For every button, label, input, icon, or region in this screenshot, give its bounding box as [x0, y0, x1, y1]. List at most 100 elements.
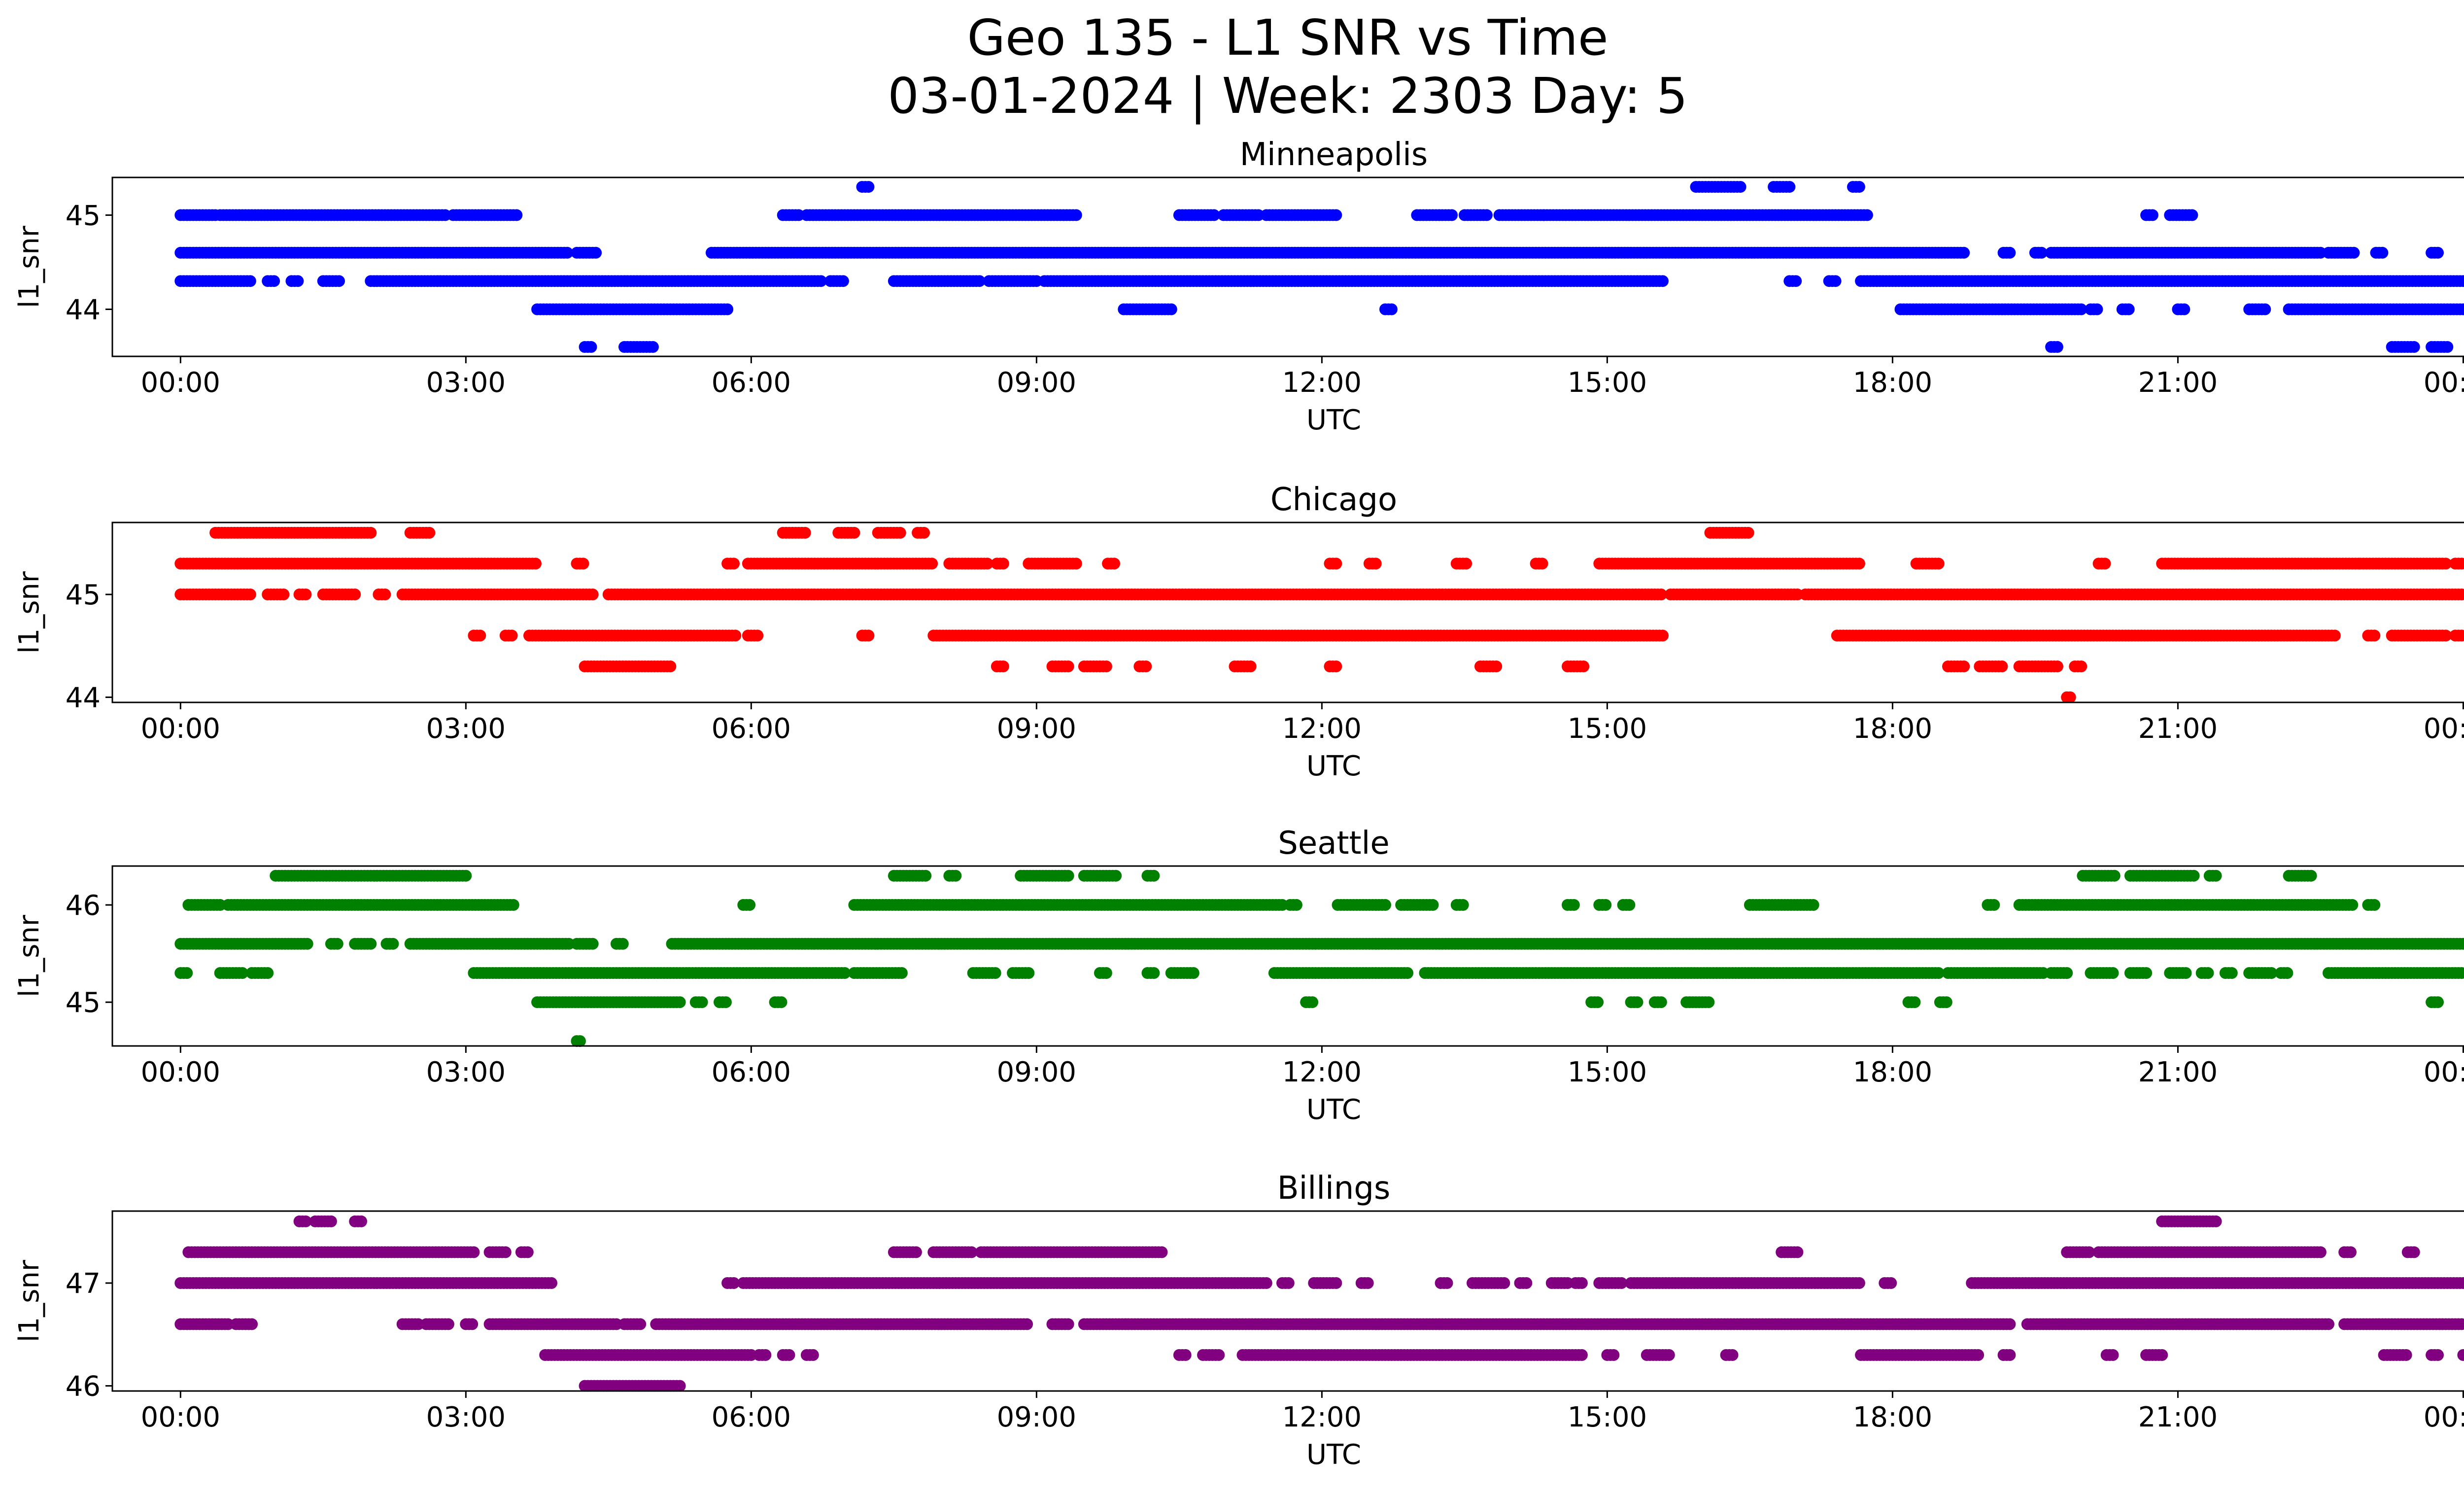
data-point — [1853, 181, 1865, 193]
data-point — [1853, 557, 1865, 570]
data-point — [1958, 661, 1970, 672]
data-point — [1577, 661, 1590, 672]
data-point — [365, 938, 377, 950]
data-point — [1062, 661, 1074, 672]
data-point — [586, 938, 599, 950]
data-point — [1070, 209, 1082, 221]
data-point — [2305, 869, 2317, 882]
data-point — [1110, 869, 1122, 882]
data-point — [577, 557, 589, 570]
data-point — [1657, 629, 1669, 642]
x-tick-label: 03:00 — [426, 367, 506, 399]
data-point — [2004, 246, 2016, 259]
data-point — [1734, 181, 1746, 193]
figure-title-line-2: 03-01-2024 | Week: 2303 Day: 5 — [888, 67, 1688, 125]
subplot-title: Seattle — [1278, 825, 1390, 862]
data-point — [301, 938, 313, 950]
x-axis-label: UTC — [1306, 750, 1361, 782]
data-point — [2035, 246, 2048, 259]
x-tick-label: 00:00 — [141, 367, 220, 399]
data-point — [1460, 557, 1472, 570]
data-point — [244, 275, 256, 287]
data-point — [973, 275, 986, 287]
data-point — [2051, 341, 2063, 353]
x-tick-label: 06:00 — [712, 367, 791, 399]
data-point — [950, 869, 962, 882]
data-point — [926, 557, 938, 570]
data-point — [1790, 275, 1802, 287]
data-point — [1988, 899, 2000, 911]
y-axis-label: l1_snr — [13, 571, 45, 654]
y-tick-label: 44 — [66, 294, 101, 326]
x-tick-label: 00:00 — [2424, 367, 2464, 399]
data-point — [752, 629, 764, 642]
data-point — [1657, 275, 1669, 287]
data-point — [2348, 246, 2360, 259]
data-point — [2108, 869, 2121, 882]
data-point — [2408, 341, 2420, 353]
data-point — [2259, 303, 2271, 315]
data-point — [848, 526, 860, 539]
data-point — [728, 557, 740, 570]
data-point — [2064, 691, 2076, 703]
data-point — [1446, 209, 1458, 221]
data-point — [1480, 209, 1493, 221]
axes-frame — [111, 176, 2464, 357]
data-point — [277, 589, 290, 600]
data-point — [1427, 899, 1439, 911]
data-point — [1600, 899, 1612, 911]
y-tick-label: 45 — [66, 579, 101, 611]
data-point — [721, 303, 734, 315]
data-point — [997, 557, 1009, 570]
data-point — [2188, 869, 2200, 882]
data-point — [1062, 869, 1074, 882]
data-point — [506, 629, 518, 642]
data-point — [920, 869, 932, 882]
data-point — [2368, 899, 2381, 911]
x-tick-label: 12:00 — [1282, 367, 1362, 399]
data-point — [664, 661, 677, 672]
axes-frame — [111, 522, 2464, 703]
data-point — [1623, 899, 1636, 911]
data-point — [590, 246, 602, 259]
y-axis-label: l1_snr — [13, 225, 45, 308]
y-tick-label: 44 — [66, 682, 101, 714]
data-point — [365, 526, 377, 539]
data-point — [1244, 661, 1257, 672]
data-point — [744, 899, 756, 911]
subplot-title: Minneapolis — [1240, 137, 1428, 173]
x-tick-label: 00:00 — [2424, 713, 2464, 745]
x-tick-label: 18:00 — [1853, 367, 1932, 399]
data-point — [300, 589, 312, 600]
data-point — [862, 181, 875, 193]
data-point — [2376, 246, 2389, 259]
data-points — [174, 526, 2464, 703]
data-point — [1330, 209, 1342, 221]
x-tick-label: 00:00 — [141, 713, 220, 745]
data-point — [333, 275, 345, 287]
x-tick-label: 21:00 — [2138, 367, 2218, 399]
data-point — [2099, 557, 2111, 570]
data-point — [387, 938, 399, 950]
data-point — [331, 938, 343, 950]
data-points — [174, 181, 2464, 353]
data-point — [837, 275, 849, 287]
data-point — [268, 275, 280, 287]
data-point — [1379, 899, 1391, 911]
data-point — [729, 629, 742, 642]
x-tick-label: 18:00 — [1853, 713, 1932, 745]
data-point — [2368, 629, 2381, 642]
data-point — [1330, 661, 1342, 672]
data-point — [1861, 209, 1873, 221]
data-point — [349, 589, 361, 600]
data-point — [474, 629, 486, 642]
data-point — [1148, 869, 1160, 882]
data-point — [1100, 661, 1112, 672]
data-point — [997, 661, 1009, 672]
data-point — [647, 341, 659, 353]
data-point — [1568, 899, 1580, 911]
x-tick-label: 06:00 — [712, 713, 791, 745]
